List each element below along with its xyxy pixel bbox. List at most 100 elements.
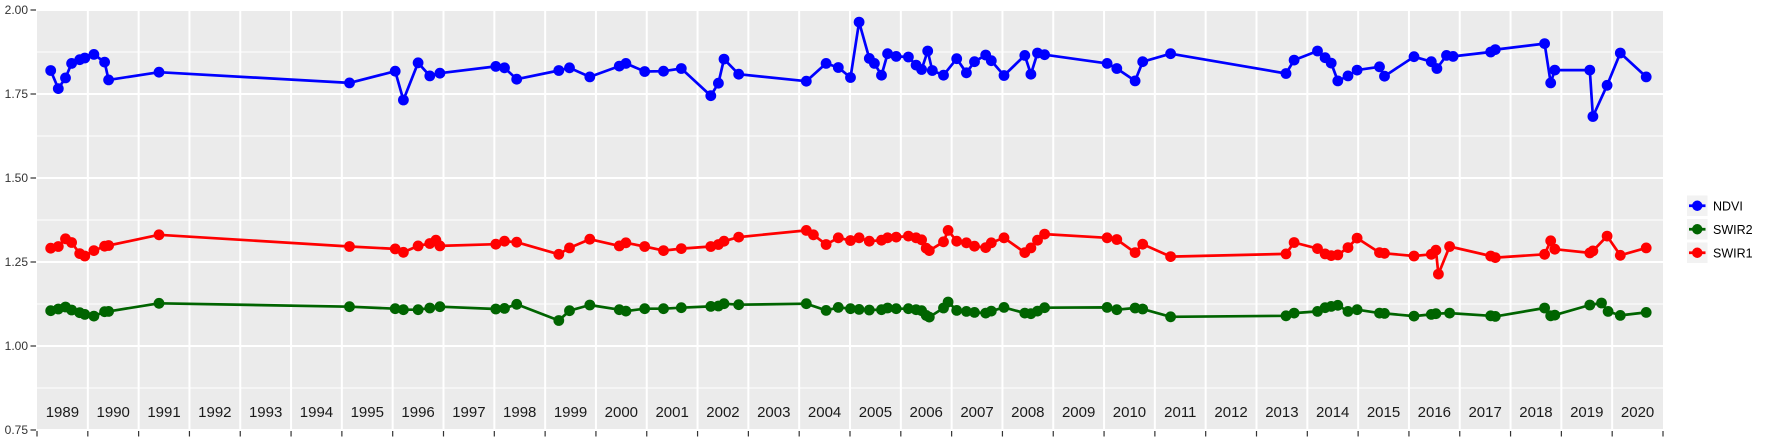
series-SWIR2-point [1288, 307, 1300, 319]
x-year-label: 1993 [249, 404, 282, 421]
x-year-label: 1989 [46, 404, 79, 421]
series-NDVI-point [961, 67, 972, 79]
series-SWIR2-point [1332, 299, 1344, 311]
series-NDVI-point [733, 68, 745, 80]
series-SWIR2-point [1640, 307, 1652, 318]
series-NDVI-point [52, 83, 64, 94]
legend-key-point-SWIR2 [1692, 224, 1703, 235]
series-SWIR1-point [853, 232, 865, 244]
series-SWIR1-point [863, 235, 875, 247]
series-NDVI-point [490, 61, 502, 72]
x-year-label: 2002 [706, 404, 739, 421]
series-SWIR2-point [1137, 303, 1149, 315]
series-NDVI-point [890, 51, 902, 62]
series-NDVI-point [1640, 71, 1652, 83]
series-NDVI-point [553, 65, 565, 76]
y-tick-label: 1.50 [5, 171, 29, 185]
series-SWIR1-point [153, 229, 165, 241]
series-SWIR1-point [1129, 247, 1141, 258]
y-tick-label: 2.00 [5, 3, 29, 17]
y-tick-label: 1.75 [5, 87, 29, 101]
series-SWIR2-point [564, 305, 575, 317]
series-SWIR1-point [1614, 249, 1626, 261]
series-NDVI-point [639, 66, 651, 77]
series-SWIR1-point [1408, 250, 1420, 262]
series-NDVI-point [79, 52, 91, 64]
series-SWIR2-point [1444, 307, 1455, 319]
series-NDVI-point [903, 51, 914, 63]
series-SWIR2-point [412, 304, 424, 316]
series-SWIR1-point [1032, 234, 1043, 246]
series-SWIR1-point [103, 240, 114, 251]
series-NDVI-point [1101, 58, 1113, 69]
series-NDVI-point [1447, 51, 1459, 62]
series-SWIR2-point [389, 303, 401, 315]
x-year-label: 2018 [1519, 404, 1552, 421]
series-SWIR2-point [1280, 310, 1292, 322]
series-NDVI-point [60, 72, 71, 84]
x-year-label: 2014 [1316, 404, 1349, 421]
series-SWIR2-point [1489, 311, 1501, 322]
series-NDVI-point [675, 63, 687, 74]
x-year-label: 2003 [757, 404, 790, 421]
series-SWIR1-point [1101, 232, 1113, 244]
series-SWIR1-point [490, 238, 502, 250]
x-year-label: 1997 [452, 404, 485, 421]
series-SWIR2-point [675, 302, 687, 314]
series-NDVI-point [1165, 48, 1176, 60]
series-SWIR2-point [853, 304, 865, 315]
x-year-label: 1990 [97, 404, 130, 421]
x-year-label: 1996 [401, 404, 434, 421]
series-SWIR2-point [1165, 311, 1176, 323]
series-NDVI-point [938, 69, 949, 81]
series-NDVI-point [1111, 63, 1123, 74]
series-NDVI-point [412, 57, 424, 69]
series-SWIR2-point [620, 305, 632, 317]
series-SWIR2-point [882, 302, 893, 314]
series-SWIR2-point [1342, 306, 1354, 317]
series-NDVI-point [800, 75, 812, 87]
series-SWIR1-point [79, 250, 91, 262]
series-SWIR1-point [1351, 232, 1363, 244]
y-tick-label: 0.75 [5, 423, 29, 437]
series-NDVI-point [99, 56, 110, 68]
series-SWIR2-point [1549, 309, 1561, 321]
x-year-label: 2013 [1265, 404, 1298, 421]
series-NDVI-point [1325, 57, 1337, 69]
series-NDVI-point [1129, 75, 1141, 87]
series-SWIR2-point [820, 305, 832, 316]
series-SWIR1-point [1288, 237, 1300, 248]
series-SWIR2-point [434, 301, 446, 313]
series-SWIR2-point [890, 303, 902, 315]
series-SWIR2-point [1430, 308, 1442, 320]
series-SWIR1-point [52, 241, 64, 252]
series-NDVI-point [511, 73, 523, 85]
series-SWIR2-point [733, 299, 745, 311]
series-SWIR1-point [412, 240, 424, 252]
x-year-label: 2005 [859, 404, 892, 421]
series-SWIR1-point [1489, 252, 1501, 263]
x-year-label: 2007 [960, 404, 993, 421]
series-SWIR2-point [951, 305, 963, 316]
series-SWIR1-point [1137, 238, 1149, 250]
series-SWIR2-point [424, 302, 436, 314]
series-SWIR1-point [553, 248, 565, 260]
series-SWIR2-point [863, 304, 875, 316]
series-NDVI-point [1351, 64, 1363, 76]
series-SWIR2-point [705, 301, 717, 312]
series-SWIR2-point [969, 307, 980, 318]
x-year-label: 2004 [808, 404, 841, 421]
series-NDVI-point [713, 77, 724, 89]
series-SWIR1-point [511, 236, 523, 248]
series-SWIR1-point [832, 232, 844, 244]
series-NDVI-point [1280, 68, 1292, 79]
series-SWIR1-point [1039, 228, 1050, 240]
series-SWIR2-point [639, 303, 651, 315]
series-NDVI-point [344, 77, 355, 89]
series-NDVI-point [926, 65, 938, 76]
x-year-label: 2000 [605, 404, 638, 421]
series-SWIR2-point [998, 302, 1010, 313]
series-NDVI-point [1549, 64, 1561, 76]
y-tick-label: 1.00 [5, 339, 29, 353]
